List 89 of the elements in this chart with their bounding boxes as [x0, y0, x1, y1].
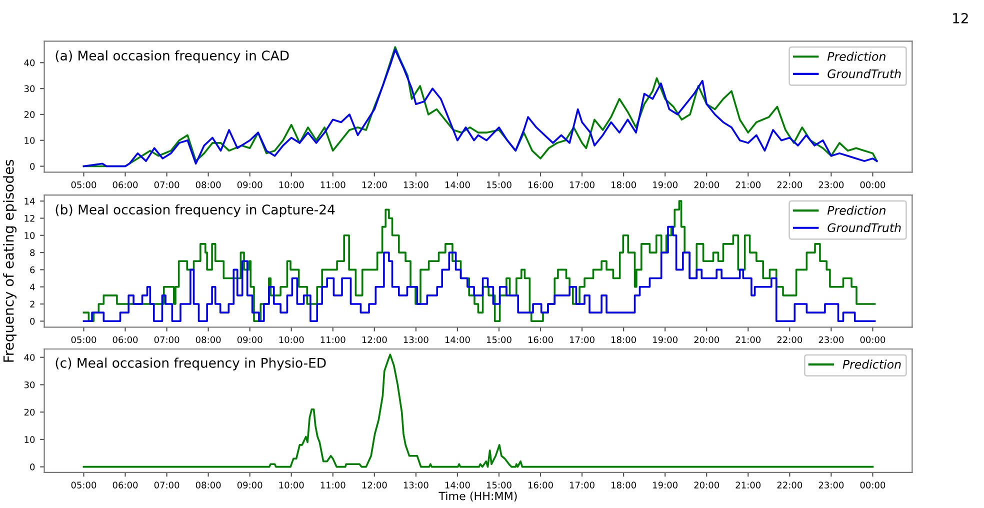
x-tick-label: 06:00: [112, 336, 138, 344]
x-tick-label: 11:00: [320, 181, 346, 188]
x-tick-label: 19:00: [653, 482, 678, 488]
y-tick-label: 40: [24, 354, 35, 361]
x-tick-label: 09:00: [237, 336, 262, 344]
x-tick-label: 14:00: [445, 181, 470, 188]
x-tick-label: 12:00: [362, 482, 387, 488]
x-tick-label: 11:00: [320, 482, 346, 488]
y-tick-label: 0: [30, 318, 35, 325]
x-tick-label: 23:00: [818, 482, 844, 488]
x-tick-label: 06:00: [112, 181, 138, 188]
x-tick-label: 09:00: [237, 482, 262, 488]
x-tick-label: 10:00: [279, 336, 304, 344]
x-tick-label: 23:00: [818, 336, 844, 344]
x-tick-label: 09:00: [237, 181, 262, 188]
x-tick-label: 11:00: [320, 336, 346, 344]
x-tick-label: 08:00: [196, 336, 221, 344]
x-tick-label: 12:00: [362, 181, 387, 188]
x-tick-label: 17:00: [570, 336, 594, 344]
x-tick-label: 13:00: [404, 181, 428, 188]
x-tick-label: 20:00: [694, 181, 720, 188]
y-tick-label: 40: [24, 59, 35, 66]
text: 12: [953, 12, 968, 24]
x-tick-label: 18:00: [612, 482, 636, 488]
x-tick-label: 08:00: [196, 482, 221, 488]
legend-label: GroundTruth: [828, 223, 901, 232]
x-tick-label: 14:00: [445, 336, 470, 344]
x-tick-label: 15:00: [486, 482, 512, 488]
y-tick-label: 8: [30, 249, 35, 256]
y-tick-label: 20: [24, 111, 35, 118]
x-tick-label: 23:00: [818, 181, 844, 188]
x-tick-label: 17:00: [570, 181, 594, 188]
y-tick-label: 14: [24, 198, 35, 205]
x-axis-title: Time (HH:MM): [438, 492, 517, 502]
y-tick-label: 4: [30, 284, 35, 290]
legend-label: Prediction: [827, 52, 886, 61]
x-tick-label: 18:00: [612, 181, 636, 188]
x-tick-label: 18:00: [612, 336, 636, 344]
y-tick-label: 0: [30, 162, 35, 170]
y-tick-label: 10: [24, 436, 35, 444]
x-tick-label: 05:00: [71, 336, 96, 344]
y-tick-label: 2: [30, 300, 34, 308]
x-tick-label: 22:00: [777, 181, 802, 188]
x-tick-label: 19:00: [653, 336, 678, 344]
x-tick-label: 20:00: [694, 482, 720, 488]
legend-label: GroundTruth: [828, 69, 901, 78]
x-tick-label: 15:00: [486, 336, 512, 344]
x-tick-label: 10:00: [279, 181, 304, 188]
x-tick-label: 13:00: [404, 482, 428, 488]
y-tick-label: 0: [30, 464, 35, 470]
x-tick-label: 00:00: [860, 181, 886, 188]
y-tick-label: 10: [24, 137, 35, 144]
x-tick-label: 06:00: [112, 482, 138, 488]
text: (b) Meal occasion frequency in Capture-24: [56, 204, 335, 218]
x-tick-label: 07:00: [154, 336, 180, 344]
x-tick-label: 15:00: [486, 181, 512, 188]
y-tick-label: 6: [30, 266, 35, 274]
x-tick-label: 20:00: [694, 336, 720, 344]
x-tick-label: 22:00: [777, 482, 802, 488]
y-tick-label: 10: [24, 232, 35, 239]
x-tick-label: 00:00: [860, 482, 886, 488]
text: (a) Meal occasion frequency in CAD: [56, 50, 289, 64]
x-tick-label: 22:00: [777, 336, 802, 344]
x-tick-label: 19:00: [653, 181, 678, 188]
x-tick-label: 13:00: [404, 336, 428, 344]
x-tick-label: 21:00: [736, 336, 761, 344]
x-tick-label: 05:00: [71, 181, 96, 188]
legend-label: Prediction: [842, 360, 901, 369]
x-tick-label: 12:00: [362, 336, 387, 344]
x-tick-label: 14:00: [445, 482, 470, 488]
x-tick-label: 08:00: [196, 181, 221, 188]
y-axis-title: Frequency of eating episodes: [3, 160, 17, 362]
x-tick-label: 07:00: [154, 482, 180, 488]
legend-label: Prediction: [827, 206, 886, 215]
y-tick-label: 30: [24, 381, 35, 388]
x-tick-label: 16:00: [528, 482, 553, 488]
x-tick-label: 07:00: [154, 181, 180, 188]
text: (c) Meal occasion frequency in Physio-ED: [56, 358, 326, 370]
x-tick-label: 17:00: [570, 482, 594, 488]
y-tick-label: 20: [24, 408, 35, 416]
x-tick-label: 21:00: [736, 181, 761, 188]
y-tick-label: 30: [24, 85, 35, 92]
x-tick-label: 10:00: [279, 482, 304, 488]
x-tick-label: 05:00: [71, 482, 96, 488]
y-tick-label: 12: [24, 214, 34, 222]
x-tick-label: 16:00: [528, 181, 553, 188]
x-tick-label: 00:00: [860, 336, 886, 344]
x-tick-label: 16:00: [528, 336, 553, 344]
x-tick-label: 21:00: [736, 482, 761, 488]
